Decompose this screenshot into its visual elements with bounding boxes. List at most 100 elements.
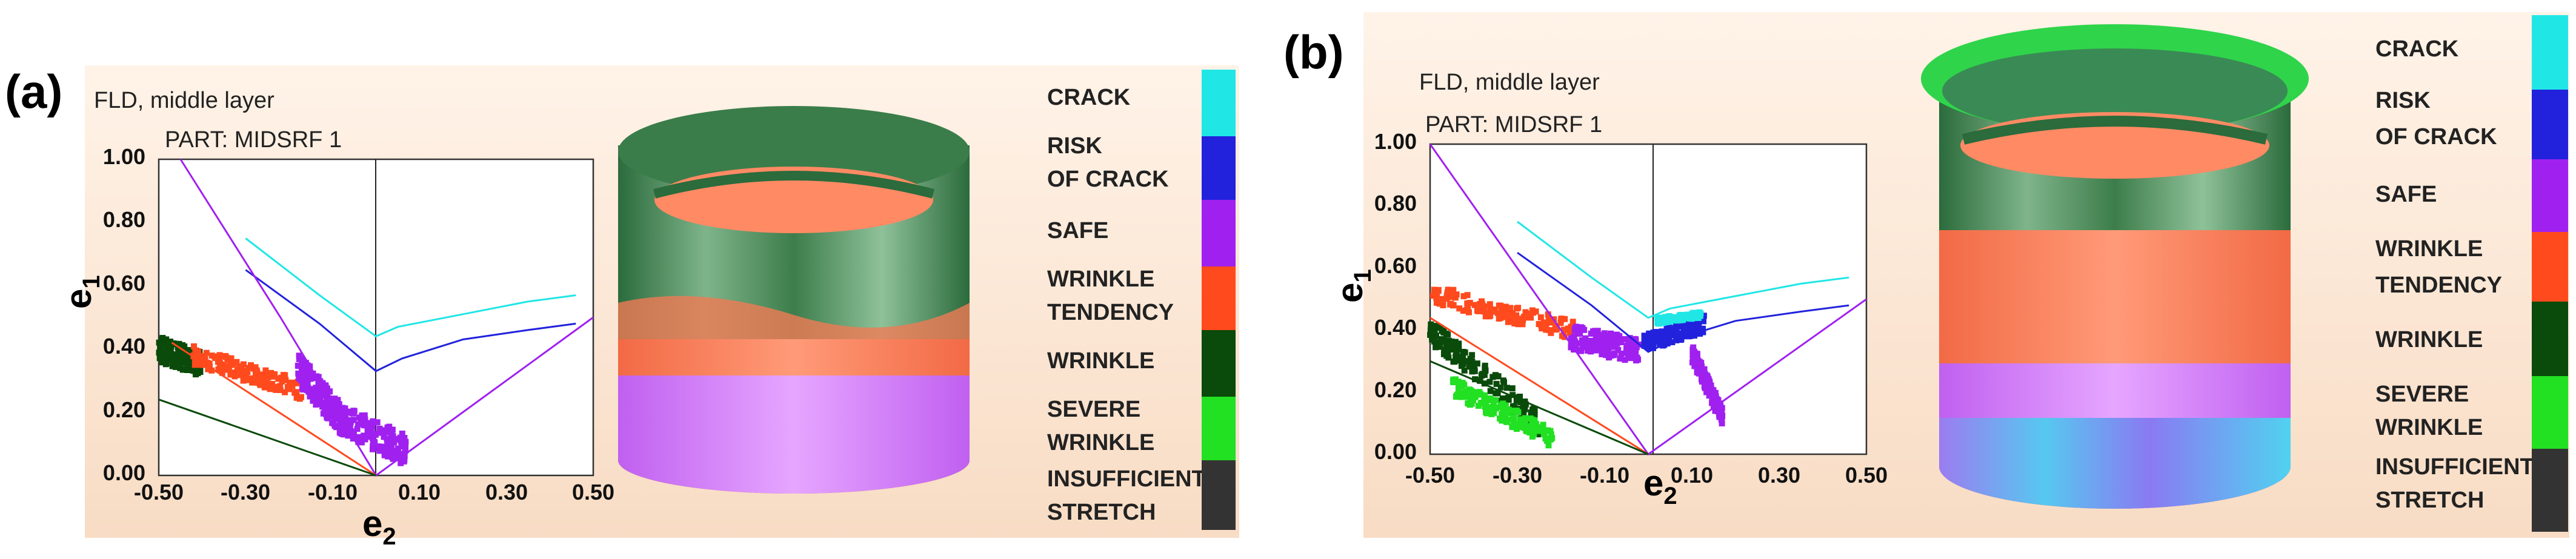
strain-point-safe — [1622, 357, 1628, 363]
strain-point-wrinkle-tendency — [269, 380, 276, 387]
strain-point-wrinkle-tendency — [203, 349, 210, 356]
x-tick-label: -0.30 — [221, 480, 270, 504]
strain-point-wrinkle-tendency — [259, 381, 265, 387]
strain-point-safe — [305, 388, 312, 395]
strain-point-wrinkle — [1493, 373, 1500, 380]
strain-point-safe — [370, 437, 376, 444]
strain-point-wrinkle-tendency — [1466, 309, 1472, 316]
strain-point-safe — [1587, 343, 1594, 350]
strain-point-wrinkle — [178, 353, 185, 360]
strain-point-safe — [350, 408, 357, 414]
strain-point-severe-wrinkle — [1522, 415, 1528, 422]
strain-point-safe — [398, 460, 404, 466]
color-swatch-wrinkle-tendency — [1202, 266, 1236, 330]
strain-point-safe — [1603, 334, 1609, 340]
strain-point-wrinkle — [188, 347, 195, 354]
strain-point-wrinkle — [1497, 384, 1504, 391]
strain-point-wrinkle — [1493, 380, 1500, 387]
strain-point-safe — [384, 440, 391, 446]
strain-point-wrinkle-tendency — [224, 355, 231, 362]
x-tick-label: 0.30 — [485, 480, 528, 504]
strain-point-wrinkle-tendency — [1537, 314, 1544, 320]
strain-point-safe — [1705, 378, 1712, 385]
strain-point-safe — [315, 396, 321, 403]
strain-point-safe — [339, 431, 345, 437]
strain-point-risk-of-crack — [1677, 337, 1684, 343]
strain-point-safe — [1577, 324, 1584, 331]
legend-label: WRINKLE — [2375, 327, 2483, 352]
strain-point-wrinkle-tendency — [216, 352, 223, 359]
strain-point-wrinkle — [1520, 410, 1526, 417]
strain-point-safe — [1615, 346, 1622, 353]
strain-point-severe-wrinkle — [1471, 393, 1477, 400]
x-tick-label: -0.10 — [308, 480, 358, 504]
strain-point-wrinkle-tendency — [282, 389, 288, 395]
strain-point-wrinkle-tendency — [245, 365, 251, 371]
strain-point-wrinkle — [1451, 345, 1458, 352]
strain-point-safe — [1621, 336, 1628, 342]
strain-point-wrinkle — [177, 348, 184, 355]
strain-point-safe — [305, 374, 312, 381]
strain-point-severe-wrinkle — [1450, 376, 1457, 383]
strain-point-wrinkle — [1440, 328, 1446, 334]
y-tick-label: 0.00 — [103, 460, 145, 485]
strain-point-risk-of-crack — [1673, 337, 1680, 343]
strain-point-safe — [362, 436, 368, 443]
strain-point-severe-wrinkle — [1508, 416, 1515, 423]
legend-label: TENDENCY — [2375, 273, 2502, 298]
strain-point-wrinkle — [1474, 360, 1480, 367]
strain-point-wrinkle-tendency — [1464, 292, 1471, 299]
strain-point-wrinkle-tendency — [1460, 308, 1466, 314]
strain-point-wrinkle-tendency — [1519, 316, 1526, 322]
strain-point-safe — [327, 411, 333, 418]
color-swatch-safe — [2532, 159, 2568, 232]
strain-point-severe-wrinkle — [1539, 426, 1546, 433]
y-tick-label: 0.80 — [1374, 191, 1417, 216]
strain-point-wrinkle — [159, 356, 166, 363]
strain-point-severe-wrinkle — [1477, 391, 1484, 398]
strain-point-severe-wrinkle — [1468, 388, 1475, 394]
legend-label: RISK — [2375, 88, 2431, 113]
color-swatch-wrinkle — [2532, 302, 2568, 376]
strain-point-severe-wrinkle — [1529, 422, 1536, 428]
strain-point-safe — [301, 369, 307, 376]
strain-point-safe — [361, 412, 368, 418]
strain-point-severe-wrinkle — [1540, 431, 1547, 437]
x-tick-label: 0.10 — [398, 480, 441, 504]
strain-point-wrinkle-tendency — [1440, 301, 1446, 308]
strain-point-wrinkle-tendency — [228, 362, 235, 368]
strain-point-wrinkle-tendency — [1543, 326, 1549, 333]
strain-point-wrinkle — [1466, 363, 1473, 370]
limit-curve-safe — [179, 159, 594, 477]
strain-point-safe — [379, 429, 385, 436]
strain-point-severe-wrinkle — [1503, 418, 1510, 425]
strain-point-severe-wrinkle — [1487, 395, 1494, 402]
strain-point-wrinkle — [1458, 363, 1465, 369]
strain-point-safe — [390, 439, 397, 446]
strain-point-safe — [365, 434, 372, 440]
x-tick-labels: -0.50 -0.30 -0.10 0.10 0.30 0.50 — [134, 480, 614, 504]
strain-point-severe-wrinkle — [1463, 388, 1469, 394]
strain-point-severe-wrinkle — [1499, 417, 1505, 424]
strain-point-safe — [318, 390, 324, 397]
legend-label: SEVERE — [2375, 382, 2469, 407]
strain-point-safe — [389, 454, 395, 460]
strain-point-severe-wrinkle — [1513, 426, 1520, 432]
strain-point-safe — [401, 435, 408, 442]
color-swatch-severe-wrinkle — [1202, 397, 1236, 460]
strain-point-safe — [1703, 389, 1710, 395]
strain-point-safe — [1591, 328, 1598, 334]
strain-point-wrinkle — [1431, 326, 1438, 333]
strain-point-wrinkle — [193, 371, 199, 378]
strain-point-wrinkle — [1504, 385, 1510, 391]
strain-point-safe — [1582, 335, 1589, 342]
strain-point-risk-of-crack — [1697, 331, 1703, 337]
strain-point-wrinkle-tendency — [191, 362, 198, 368]
strain-point-severe-wrinkle — [1482, 403, 1488, 410]
strain-point-safe — [1712, 408, 1719, 414]
limit-curve-crack — [245, 237, 576, 338]
x-tick-label: 0.30 — [1758, 463, 1800, 488]
strain-point-severe-wrinkle — [1455, 379, 1462, 385]
strain-point-safe — [362, 416, 368, 423]
strain-point-safe — [1593, 342, 1599, 348]
